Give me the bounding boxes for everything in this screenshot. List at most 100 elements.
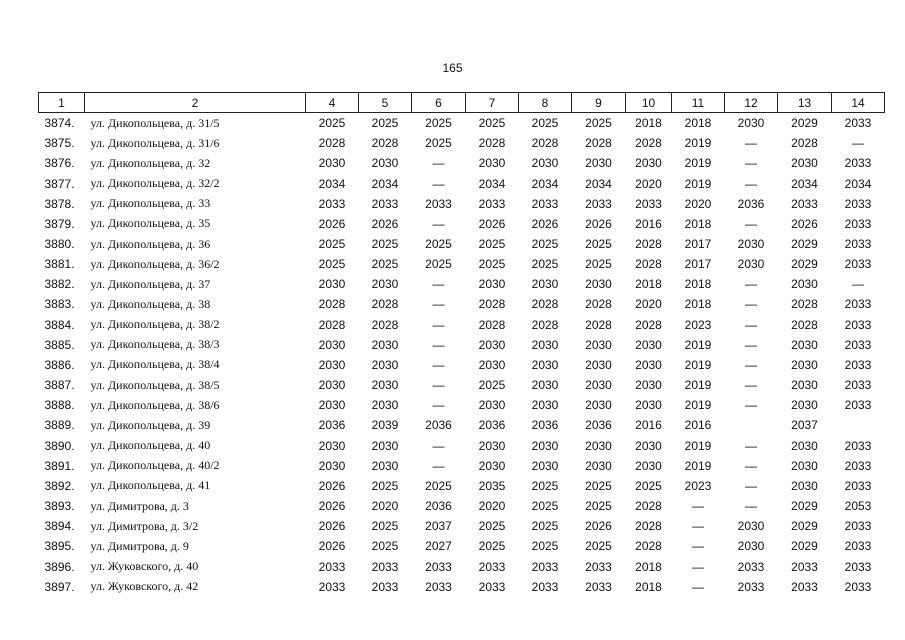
table-cell: ул. Жуковского, д. 40 [90, 559, 199, 574]
table-cell: 2030 [318, 438, 346, 453]
table-cell: 3881. [44, 257, 75, 272]
table-cell: ул. Дикопольцева, д. 38/2 [90, 317, 220, 332]
table-cell: 3893. [44, 499, 75, 514]
table-cell: 2030 [478, 357, 506, 372]
table-cell: 2025 [531, 116, 559, 131]
table-cell: ул. Дикопольцева, д. 38 [90, 296, 211, 311]
table-cell: 2030 [737, 519, 765, 534]
table-cell: 2036 [425, 418, 452, 433]
table-cell: 2027 [425, 539, 452, 554]
table-cell: 2026 [318, 478, 346, 493]
table-row: 3874. ул. Дикопольцева, д. 31/5 2025 2025 20… [39, 113, 885, 134]
table-cell: 2019 [684, 337, 712, 352]
table-cell: ул. Дикопольцева, д. 38/3 [90, 337, 220, 352]
table-cell: 2028 [791, 297, 818, 312]
table-cell: 2030 [478, 156, 506, 171]
table-cell: 2019 [684, 357, 712, 372]
table-cell: 2025 [318, 237, 346, 252]
table-cell: 2030 [478, 277, 506, 292]
table-row: 3891. ул. Дикопольцева, д. 40/2 2030 2030 — 2… [39, 456, 885, 476]
table-cell: 2033 [318, 559, 346, 574]
table-cell: 2025 [585, 116, 612, 131]
table-cell: 2019 [684, 438, 712, 453]
table-cell: 2028 [791, 317, 818, 332]
table-cell: 3887. [44, 378, 75, 393]
table-cell: 2028 [635, 519, 662, 534]
table-row: 3883. ул. Дикопольцева, д. 38 2028 2028 — 202… [39, 294, 885, 314]
table-cell: ул. Дикопольцева, д. 39 [90, 417, 211, 432]
table-cell: 2033 [318, 196, 346, 211]
table-cell: 2026 [791, 216, 818, 231]
table-cell: 2030 [585, 398, 612, 413]
table-cell: 2030 [371, 378, 399, 393]
table-cell: 2030 [791, 277, 818, 292]
table-cell: 2026 [585, 216, 612, 231]
table-cell: 2033 [844, 116, 872, 131]
table-cell: — [432, 378, 445, 393]
table-cell: 2036 [425, 499, 452, 514]
table-row: 3897. ул. Жуковского, д. 42 2033 2033 2033 20… [39, 577, 885, 597]
table-cell: 2030 [791, 458, 818, 473]
table-cell: ул. Дикопольцева, д. 31/5 [90, 115, 220, 130]
table-cell: 2025 [531, 519, 559, 534]
table-cell: 2033 [531, 579, 559, 594]
table-cell: 2030 [737, 539, 765, 554]
table-cell: ул. Дикопольцева, д. 36 [90, 236, 211, 251]
table-cell: 2025 [531, 499, 559, 514]
table-cell: 3885. [44, 337, 75, 352]
table-cell [725, 415, 778, 435]
table-cell: 2030 [371, 156, 399, 171]
table-cell: 2017 [684, 237, 712, 252]
table-row: 3882. ул. Дикопольцева, д. 37 2030 2030 — 203… [39, 274, 885, 294]
table-cell: 2030 [791, 398, 818, 413]
table-cell: — [745, 337, 757, 352]
table-row: 3881. ул. Дикопольцева, д. 36/2 2025 2025 20… [39, 254, 885, 274]
table-cell: 2033 [844, 559, 872, 574]
table-cell: 3894. [44, 519, 75, 534]
table-cell: 2033 [585, 559, 612, 574]
data-table: 1 2 4 5 6 7 8 9 10 11 12 13 14 3874. ул. Дикопольцева… [38, 92, 885, 597]
table-cell: 2033 [844, 539, 872, 554]
page-number: 165 [442, 61, 463, 75]
table-cell: 2033 [531, 196, 559, 211]
header-cell: 13 [777, 92, 832, 113]
table-cell: 2030 [318, 357, 346, 372]
table-cell: ул. Дикопольцева, д. 32 [90, 155, 211, 170]
table-cell: 2033 [844, 458, 872, 473]
table-cell: 3895. [44, 539, 75, 554]
table-cell: 2030 [531, 156, 559, 171]
table-cell: 2025 [478, 539, 506, 554]
table-cell: ул. Дикопольцева, д. 38/4 [90, 357, 220, 372]
table-cell: 2033 [844, 216, 872, 231]
table-cell: 2034 [531, 176, 559, 191]
table-cell: 2023 [684, 478, 712, 493]
table-cell: 2023 [684, 317, 712, 332]
table-cell: 2028 [635, 257, 662, 272]
table-cell: 2026 [585, 519, 612, 534]
header-cell: 8 [518, 92, 572, 113]
table-cell: 3880. [44, 237, 75, 252]
table-cell: 2030 [371, 398, 399, 413]
table-cell: 2030 [585, 378, 612, 393]
table-cell: 2033 [478, 579, 506, 594]
table-cell: 2026 [318, 539, 346, 554]
table-cell: 2036 [478, 418, 506, 433]
table-cell: 2030 [737, 257, 765, 272]
table-cell: 2025 [531, 478, 559, 493]
table-cell: 2028 [585, 136, 612, 151]
table-row: 3879. ул. Дикопольцева, д. 35 2026 2026 — 202… [39, 214, 885, 234]
table-cell: 2030 [318, 277, 346, 292]
table-cell: 2025 [585, 237, 612, 252]
table-cell: 3889. [44, 418, 75, 433]
table-cell: 2028 [635, 499, 662, 514]
table-cell: 2030 [791, 478, 818, 493]
table-cell: 2036 [737, 196, 765, 211]
table-cell: 2033 [318, 579, 346, 594]
table-cell: 2030 [737, 237, 765, 252]
table-row: 3885. ул. Дикопольцева, д. 38/3 2030 2030 — 2… [39, 335, 885, 355]
table-cell: 2030 [585, 438, 612, 453]
header-cell: 7 [465, 92, 519, 113]
table-cell: 2030 [318, 458, 346, 473]
table-cell: 2033 [844, 317, 872, 332]
table-cell: 2033 [737, 579, 765, 594]
